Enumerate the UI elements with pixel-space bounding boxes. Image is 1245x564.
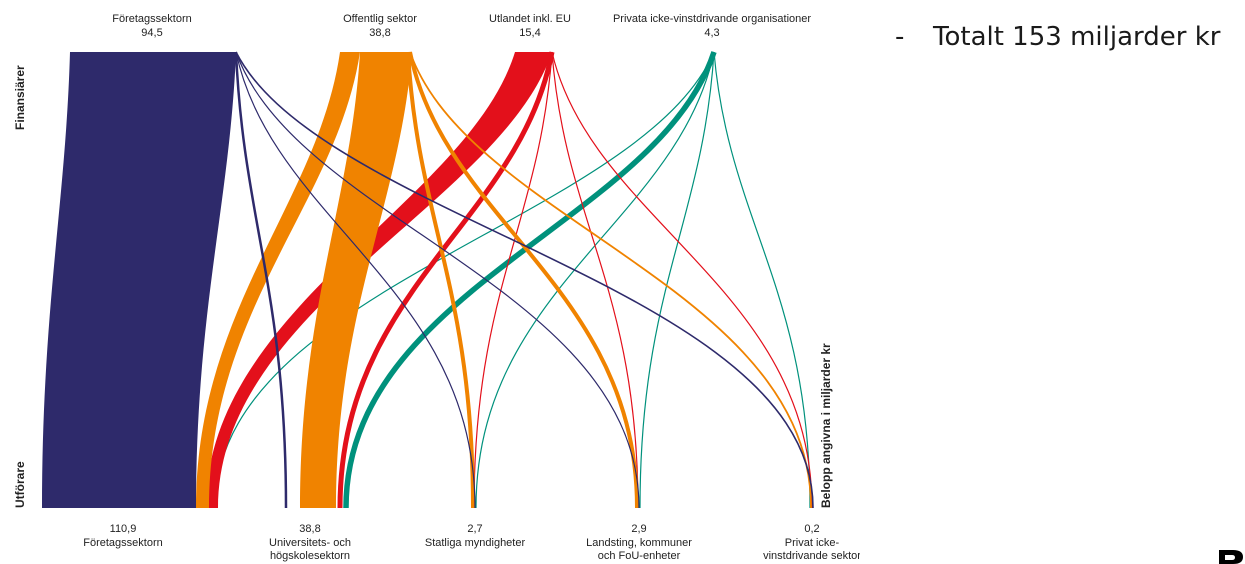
side-note-bullet: -: [895, 22, 905, 52]
flow-offentlig-to-landsting: [408, 51, 639, 509]
flow-foretag-to-landsting: [235, 51, 640, 509]
flow-privata-to-foretag: [214, 51, 715, 509]
financier-label-offentlig: Offentlig sektor: [343, 13, 417, 25]
performer-label-landsting-1: Landsting, kommuner: [586, 537, 692, 549]
financing-flow-diagram: Finansiärer Utförare Belopp angivna i mi…: [13, 13, 860, 562]
financier-labels: Företagssektorn 94,5 Offentlig sektor 38…: [112, 13, 811, 39]
performer-label-privat-1: Privat icke-: [785, 537, 840, 549]
performer-value-foretag: 110,9: [110, 523, 137, 535]
flow-utlandet-to-landsting: [551, 51, 639, 509]
performer-label-landsting-2: och FoU-enheter: [598, 550, 681, 562]
performer-labels: 110,9 Företagssektorn 38,8 Universitets-…: [83, 523, 860, 562]
flow-utlandet-to-privat: [551, 51, 813, 509]
financier-label-privata: Privata icke-vinstdrivande organisatione…: [613, 13, 811, 25]
performer-value-privat: 0,2: [804, 523, 819, 535]
flow-foretag-to-foretag: [42, 52, 236, 508]
side-note-text: Totalt 153 miljarder kr: [933, 22, 1221, 52]
flow-utlandet-to-universitet: [337, 51, 555, 509]
performer-value-landsting: 2,9: [631, 523, 646, 535]
flow-privata-to-universitet: [343, 51, 717, 509]
flow-utlandet-to-foretag: [206, 52, 552, 508]
financier-label-utlandet: Utlandet inkl. EU: [489, 13, 571, 25]
performer-label-universitet-2: högskolesektorn: [270, 550, 350, 562]
flow-offentlig-to-statliga: [406, 51, 475, 509]
unit-note: Belopp angivna i miljarder kr: [819, 343, 833, 508]
axis-label-financiers: Finansiärer: [13, 65, 27, 130]
flow-foretag-to-privat: [235, 51, 814, 509]
flow-offentlig-to-foretag: [196, 52, 360, 508]
performer-value-statliga: 2,7: [467, 523, 482, 535]
performer-label-foretag: Företagssektorn: [83, 537, 162, 549]
flow-privata-to-landsting: [639, 51, 715, 509]
side-note: - Totalt 153 miljarder kr: [895, 22, 1220, 52]
flow-offentlig-to-universitet: [300, 52, 412, 508]
financier-label-foretag: Företagssektorn: [112, 13, 191, 25]
flow-foretag-to-universitet: [234, 51, 288, 509]
performer-label-privat-2: vinstdrivande sektor: [763, 550, 860, 562]
performer-value-universitet: 38,8: [299, 523, 320, 535]
flow-offentlig-to-privat: [409, 51, 812, 509]
performer-label-universitet-1: Universitets- och: [269, 537, 351, 549]
financier-value-utlandet: 15,4: [519, 27, 540, 39]
financier-value-offentlig: 38,8: [369, 27, 390, 39]
performer-label-statliga: Statliga myndigheter: [425, 537, 526, 549]
flow-utlandet-to-statliga: [473, 51, 553, 509]
corner-logo-icon: [1217, 548, 1245, 564]
flow-foretag-to-statliga: [235, 51, 476, 509]
financier-value-foretag: 94,5: [141, 27, 162, 39]
flow-ribbons: [42, 51, 814, 509]
flow-privata-to-statliga: [475, 51, 715, 509]
flow-privata-to-privat: [713, 51, 811, 509]
financier-value-privata: 4,3: [704, 27, 719, 39]
axis-label-performers: Utförare: [13, 461, 27, 508]
